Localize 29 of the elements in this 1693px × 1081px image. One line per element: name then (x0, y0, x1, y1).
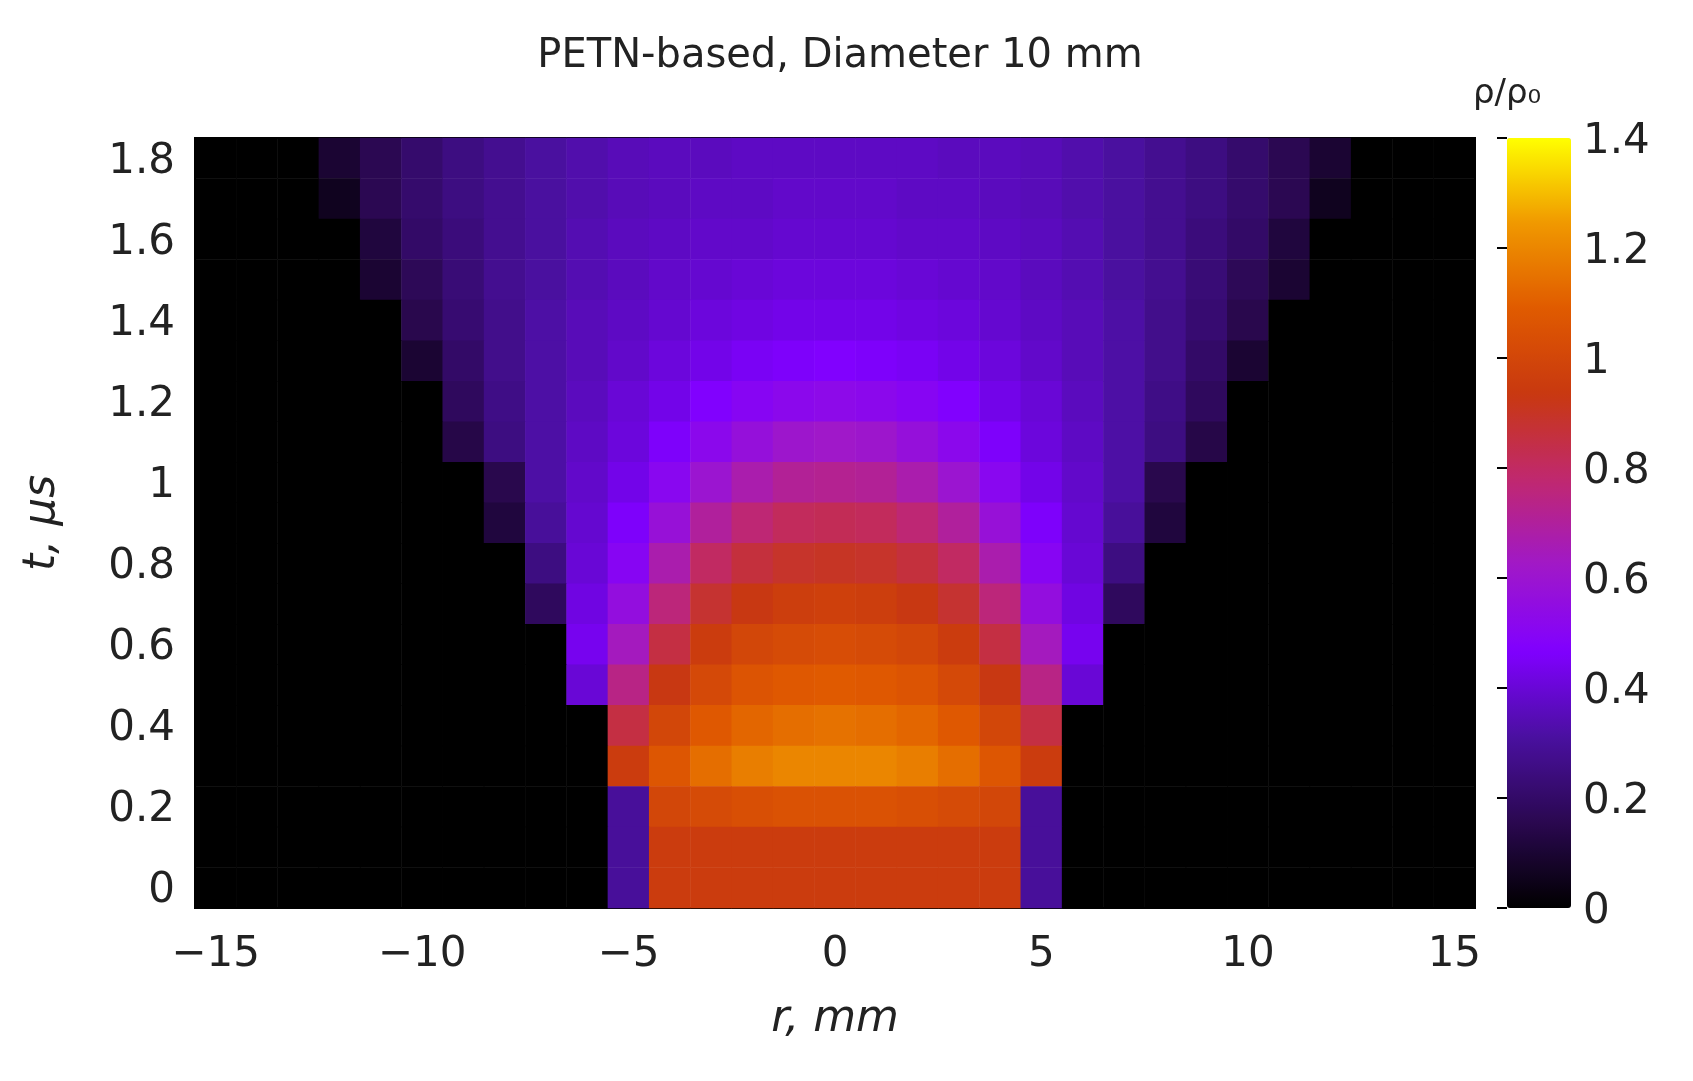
y-tick-label: 1.8 (108, 133, 175, 183)
x-tick-label: −5 (597, 926, 660, 976)
color-bar-label: 0.6 (1583, 553, 1650, 603)
y-tick-label: 0.4 (108, 701, 175, 751)
color-bar-label: 1 (1583, 333, 1610, 383)
color-bar-title: ρ/ρ₀ (1472, 71, 1542, 111)
y-tick-label: 0.2 (108, 782, 175, 832)
x-tick-label: −10 (377, 926, 467, 976)
x-tick-label: 5 (1028, 926, 1055, 976)
y-tick-label: 1 (148, 457, 175, 507)
color-bar-label: 1.4 (1583, 113, 1650, 163)
y-axis-title: t, μs (12, 474, 64, 572)
chart-title: PETN-based, Diameter 10 mm (537, 30, 1143, 76)
y-tick-label: 1.6 (108, 214, 175, 264)
color-bar-label: 0.2 (1583, 773, 1650, 823)
y-tick-label: 1.4 (108, 295, 175, 345)
y-tick-label: 0.6 (108, 620, 175, 670)
x-tick-label: 15 (1427, 926, 1482, 976)
color-bar-label: 1.2 (1583, 223, 1650, 273)
x-tick-label: 0 (821, 926, 849, 976)
color-bar-label: 0 (1583, 883, 1610, 933)
x-axis-title: r, mm (771, 989, 899, 1041)
color-bar-label: 0.4 (1583, 663, 1650, 713)
x-tick-label: −15 (171, 926, 260, 976)
x-tick-label: 10 (1221, 926, 1275, 976)
y-tick-label: 1.2 (108, 376, 175, 426)
y-tick-label: 0 (148, 863, 175, 913)
y-tick-label: 0.8 (108, 539, 175, 589)
color-bar-label: 0.8 (1583, 443, 1650, 493)
